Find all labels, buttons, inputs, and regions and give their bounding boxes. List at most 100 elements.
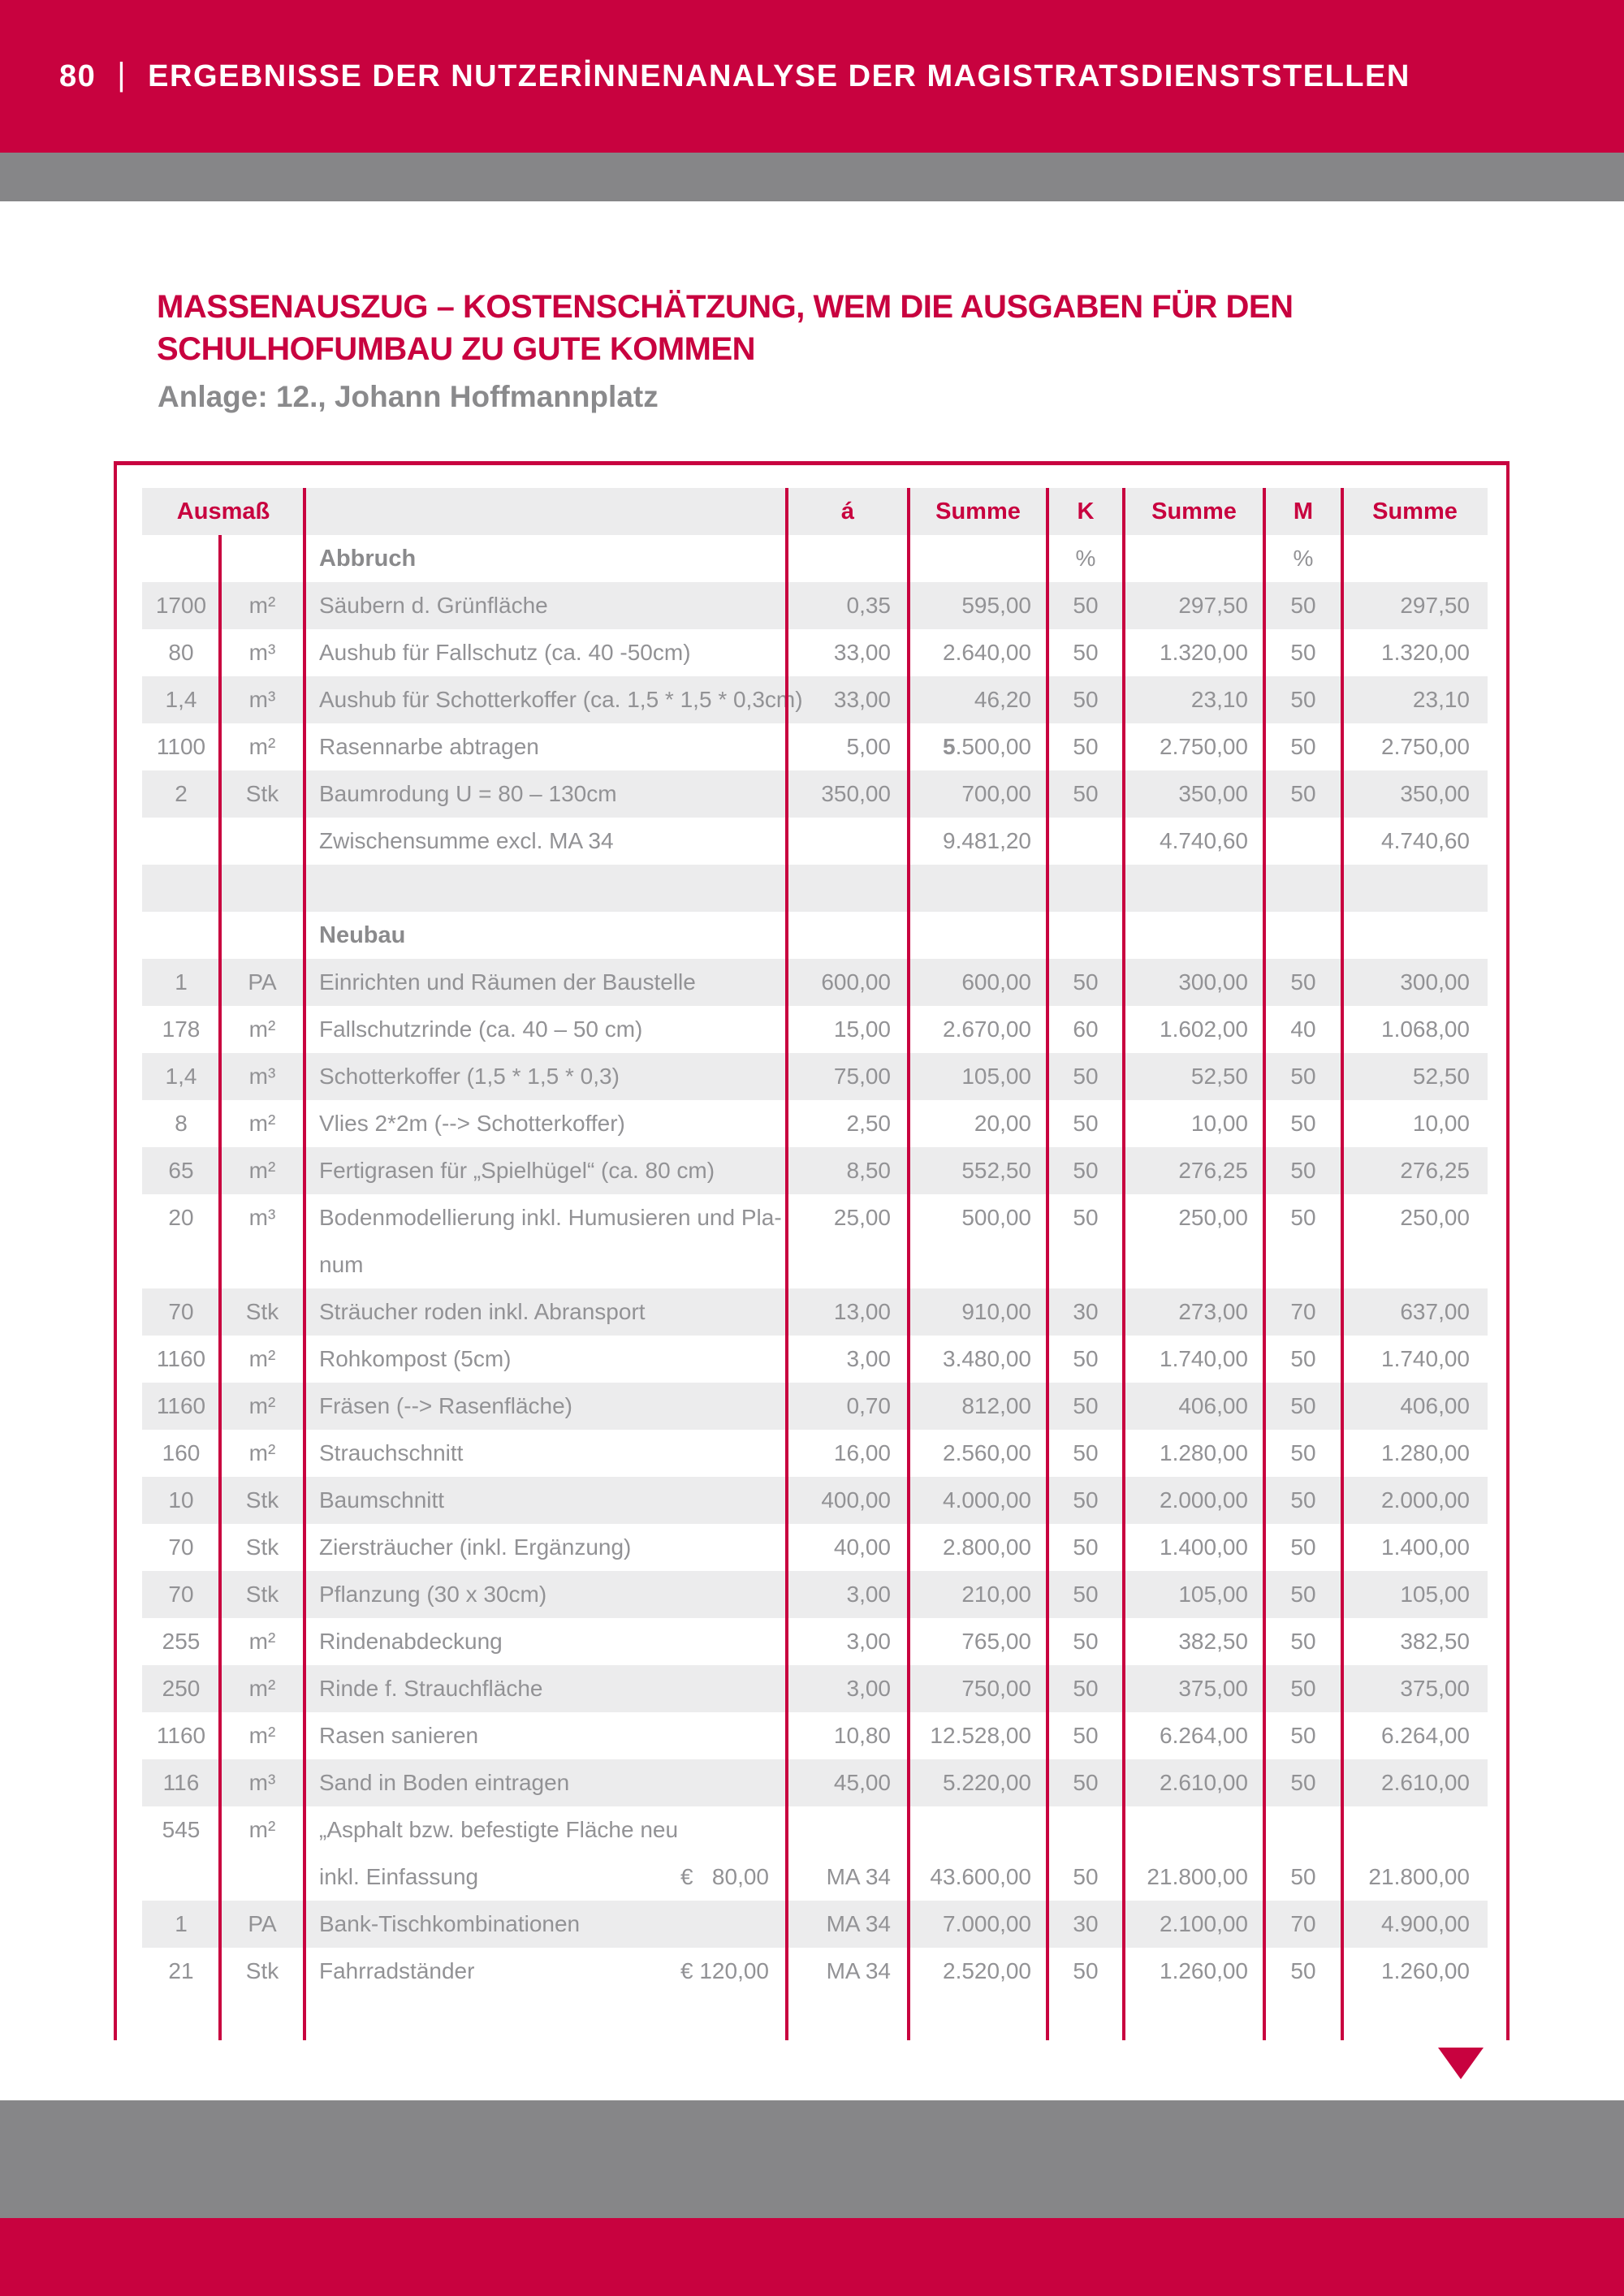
cell-k-percent: 50 [1073,1676,1099,1701]
cell-unit: Stk [245,1487,279,1513]
cell-k-percent: 30 [1073,1299,1099,1324]
cell-k-percent: % [1075,546,1096,571]
column-rule-amount-unit [218,535,222,2040]
cell-description: Baumrodung U = 80 – 130cm [304,770,787,818]
cell-summe-1: 9.481,20 [943,828,1031,853]
table-row-item: 70 Stk Sträucher roden inkl. Abransport 13,… [142,1288,1488,1336]
cell-amount: 1 [175,969,188,995]
cell-summe-3: 350,00 [1400,781,1470,806]
cell-summe-1 [909,912,1047,959]
cell-description: Sträucher roden inkl. Abransport [304,1288,787,1336]
cell-description: Fertigrasen für „Spielhügel“ (ca. 80 cm) [304,1147,787,1194]
cell-unit: m² [248,1158,276,1183]
cell-summe-3: 1.260,00 [1381,1958,1470,1983]
cell-m-percent: 50 [1290,1958,1316,1983]
table-body: Abbruch%% 1700 m² Säubern d. Grünfläche 0,35… [142,535,1488,1995]
cell-unit-price: 75,00 [833,1064,891,1089]
cell-summe-3: 2.000,00 [1381,1487,1470,1513]
description-line-1: Rasennarbe abtragen [319,734,539,759]
cell-m-percent: 50 [1290,1629,1316,1654]
table-row-item: 21 Stk Fahrradständer € 120,00 MA 34 2.520,00… [142,1948,1488,1995]
cell-unit: m² [248,1393,276,1418]
cell-summe-3: 6.264,00 [1381,1723,1470,1748]
cell-m-percent [1264,912,1342,959]
cell-description: Schotterkoffer (1,5 * 1,5 * 0,3) [304,1053,787,1100]
table-row-item: 10 Stk Baumschnitt 400,00 4.000,00 50 2.000,00… [142,1477,1488,1524]
cell-unit-price: 33,00 [833,687,891,712]
cell-summe-2: 1.740,00 [1160,1346,1248,1371]
cell-k-percent: 50 [1073,1723,1099,1748]
cell-summe-3: 637,00 [1400,1299,1470,1324]
cell-m-percent: 50 [1290,1676,1316,1701]
table-row-item: 80 m³ Aushub für Fallschutz (ca. 40 -50cm)… [142,629,1488,676]
cell-summe-2: 52,50 [1190,1064,1248,1089]
description-line-1: Rohkompost (5cm) [319,1346,512,1371]
cell-description: Ziersträucher (inkl. Ergänzung) [304,1524,787,1571]
table-row-item: 70 Stk Ziersträucher (inkl. Ergänzung) 40,0… [142,1524,1488,1571]
cell-description: Aushub für Schotterkoffer (ca. 1,5 * 1,5… [304,676,803,723]
table-border-top [114,461,1510,465]
description-line-1: Zwischensumme excl. MA 34 [319,828,614,853]
cell-summe-1: 43.600,00 [930,1864,1031,1889]
cell-m-percent: 50 [1290,1440,1316,1465]
cell-summe-3: 2.610,00 [1381,1770,1470,1795]
cell-summe-3: 276,25 [1400,1158,1470,1183]
table-row-item: 116 m³ Sand in Boden eintragen 45,00 5.220,0… [142,1759,1488,1806]
document-title: MASSENAUSZUG – KOSTENSCHÄTZUNG, WEM DIE … [157,286,1375,370]
cell-summe-2 [1124,912,1264,959]
cell-unit: Stk [245,1299,279,1324]
triangle-down-icon [1438,2048,1484,2079]
cell-unit-price: 350,00 [821,781,891,806]
table-row-subtotal: Zwischensumme excl. MA 34 9.481,20 4.740,6… [142,818,1488,865]
header-divider: | [117,56,127,93]
col-header-unit-price: á [840,498,855,524]
cell-summe-2: 2.610,00 [1160,1770,1248,1795]
cell-description: Neubau [304,912,787,959]
table-row-item: 1160 m² Fräsen (--> Rasenfläche) 0,70 812,00… [142,1383,1488,1430]
footer-red-bar [0,2218,1624,2296]
cell-unit: m³ [248,687,276,712]
cell-unit-price: 15,00 [833,1016,891,1042]
cell-m-percent: 50 [1290,1723,1316,1748]
cell-m-percent: 50 [1290,1111,1316,1136]
cell-summe-2: 1.320,00 [1160,640,1248,665]
cell-summe-2: 406,00 [1178,1393,1248,1418]
cell-summe-1: 2.670,00 [943,1016,1031,1042]
cell-summe-2: 10,00 [1190,1111,1248,1136]
cell-summe-2: 1.260,00 [1160,1958,1248,1983]
cell-m-percent: 50 [1290,1158,1316,1183]
cell-unit-price [787,535,909,582]
cell-summe-3: 250,00 [1400,1205,1470,1230]
cell-summe-1: 500,00 [961,1205,1031,1230]
document-title-line1: MASSENAUSZUG – KOSTENSCHÄTZUNG, WEM DIE … [157,289,1294,325]
cell-amount: 1700 [155,593,207,618]
column-rule-m-summe3 [1341,488,1344,2040]
cell-amount: 80 [168,640,194,665]
cell-amount: 545 [162,1817,201,1842]
cell-summe-1: 595,00 [961,593,1031,618]
cell-k-percent: 30 [1073,1911,1099,1936]
table-row-item: 178 m² Fallschutzrinde (ca. 40 – 50 cm) 15,… [142,1006,1488,1053]
table-row-item: 255 m² Rindenabdeckung 3,00 765,00 50 382,50 50… [142,1618,1488,1665]
table-row-item: 545 m² „Asphalt bzw. befestigte Fläche neu… [142,1806,1488,1901]
cell-k-percent: 50 [1073,593,1099,618]
cell-description: Bodenmodellierung inkl. Humusieren und P… [304,1194,787,1288]
cell-description: Fallschutzrinde (ca. 40 – 50 cm) [304,1006,787,1053]
cell-m-percent: 50 [1290,1582,1316,1607]
cell-summe-1: 12.528,00 [930,1723,1031,1748]
cell-summe-1: 750,00 [961,1676,1031,1701]
cell-k-percent: 50 [1073,1534,1099,1560]
cell-description: Fahrradständer € 120,00 [304,1948,787,1995]
cell-amount: 2 [175,781,188,806]
cell-summe-3: 4.740,60 [1381,828,1470,853]
cell-k-percent: 50 [1073,1064,1099,1089]
cell-k-percent: 50 [1073,1205,1099,1230]
cell-summe-1: 46,20 [974,687,1031,712]
cell-summe-1 [909,535,1047,582]
cell-unit: m³ [248,640,276,665]
cell-amount: 116 [162,1770,200,1795]
cell-description: Einrichten und Räumen der Baustelle [304,959,787,1006]
column-rule-k-summe2 [1122,488,1125,2040]
cell-summe-1: 5.220,00 [943,1770,1031,1795]
cell-k-percent: 50 [1073,1346,1099,1371]
